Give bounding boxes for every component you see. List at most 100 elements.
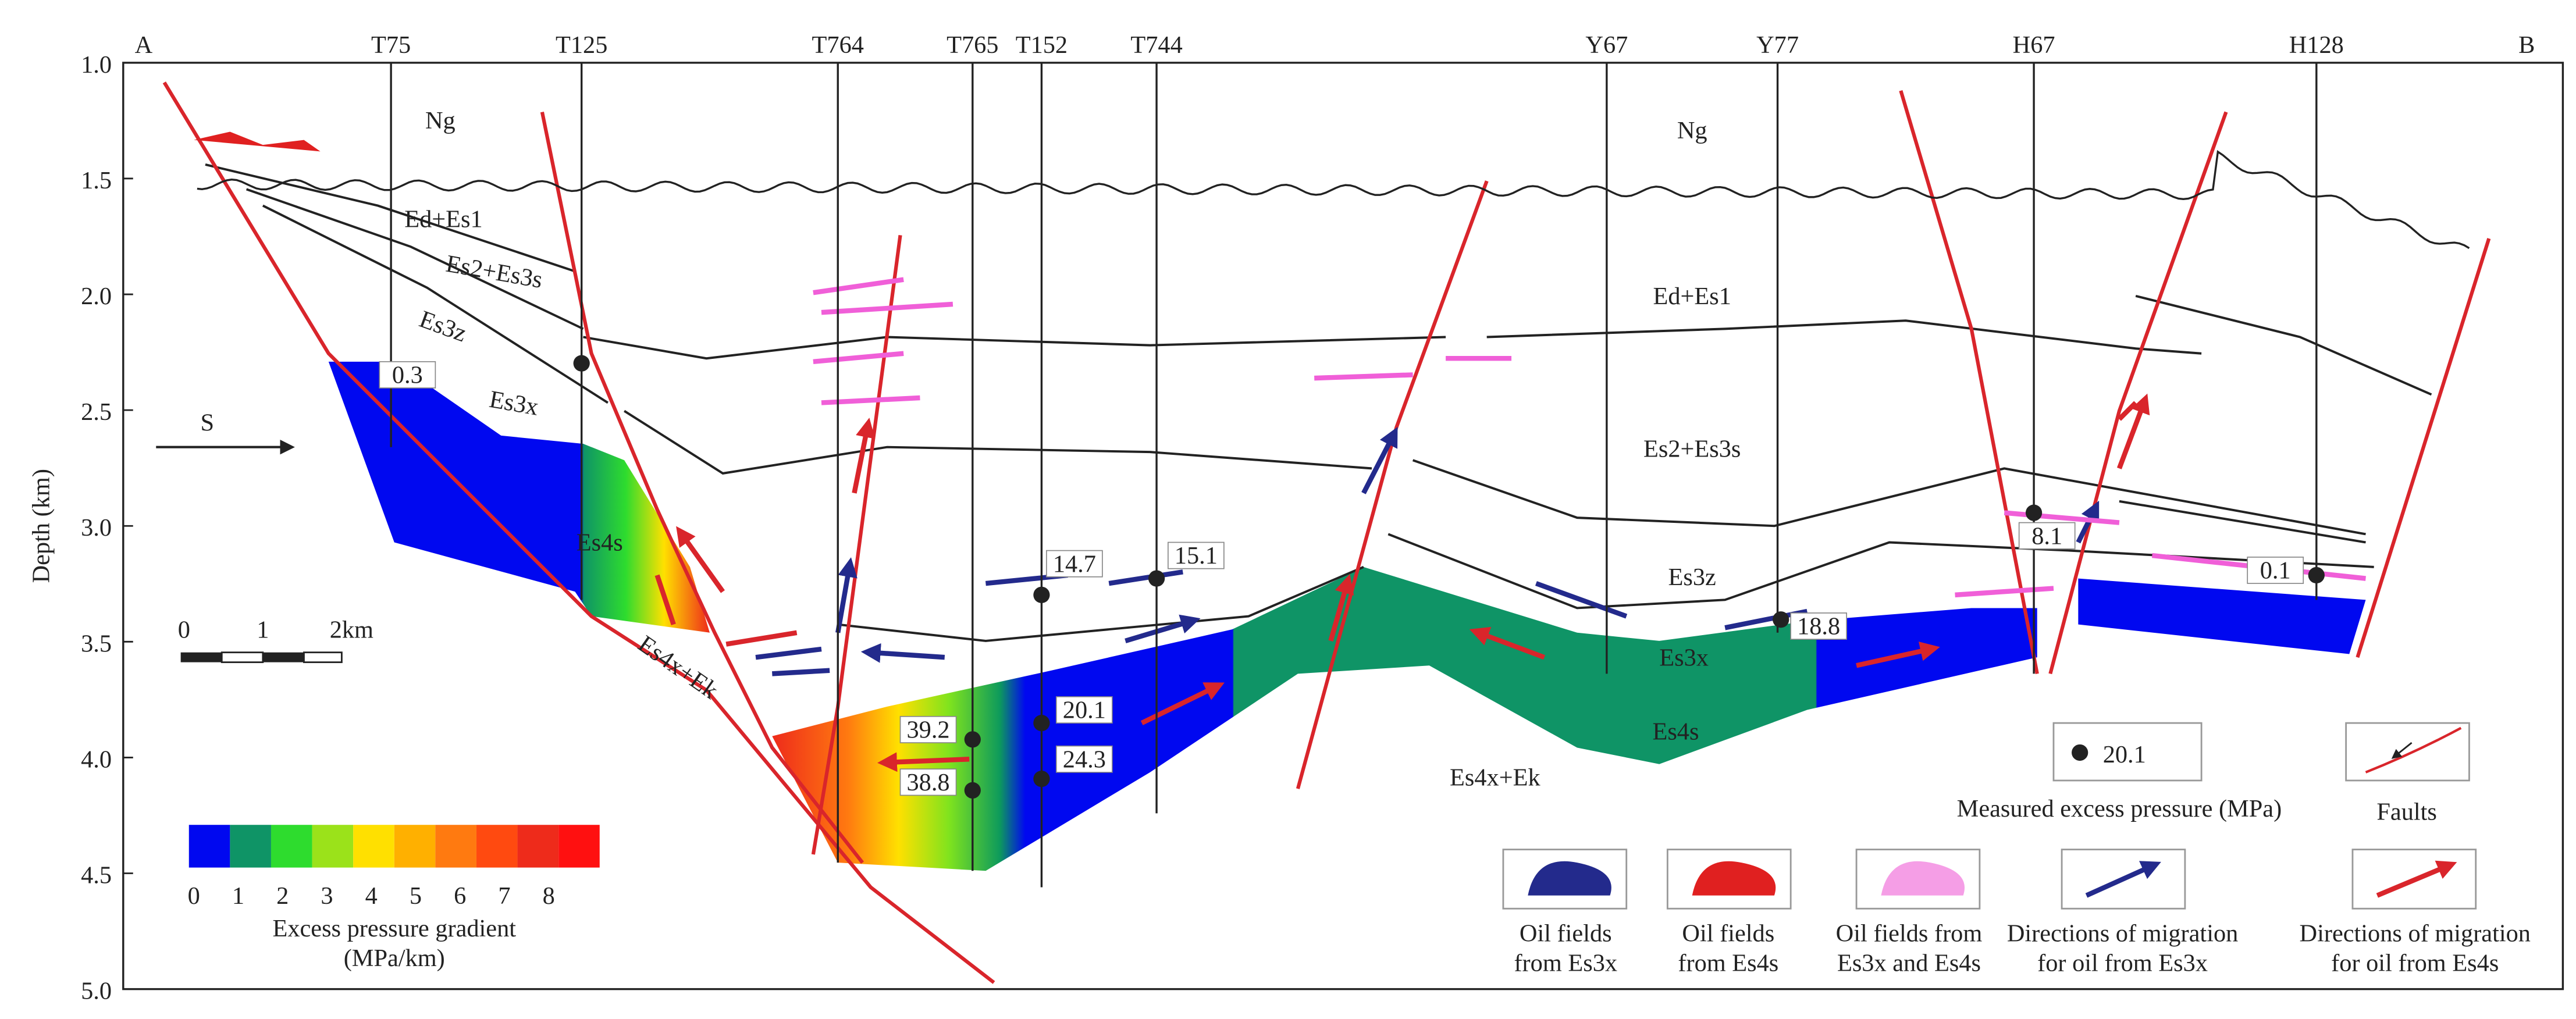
legend-sample: 20.1 <box>2103 741 2146 768</box>
pressure-point <box>1773 611 1789 628</box>
formation-label: Es3z <box>416 305 470 347</box>
legend-icons <box>1528 726 2462 898</box>
color-swatch <box>230 825 271 868</box>
oil-field <box>194 131 321 152</box>
pressure-box <box>899 715 957 743</box>
axis-title: Depth (km) <box>28 469 55 583</box>
y-tick-label: 3.5 <box>81 630 112 657</box>
formation-label: Es3x <box>1659 644 1709 671</box>
well-label: H67 <box>2013 31 2055 59</box>
pressure-box <box>1055 745 1113 773</box>
formation-label: Ed+Es1 <box>404 205 482 233</box>
legend-label: Es3x and Es4s <box>1837 950 1981 977</box>
y-tick-label: 3.0 <box>81 514 112 541</box>
well-label: Y67 <box>1585 31 1628 59</box>
formation-label: Es4s <box>577 529 623 557</box>
color-swatch <box>435 825 476 868</box>
formation-label: Es3x <box>488 386 541 421</box>
well-label: H128 <box>2289 31 2344 59</box>
formation-label: Ng <box>425 107 456 134</box>
horizons <box>205 163 2432 642</box>
well-label: T764 <box>812 31 864 59</box>
y-tick-label: 1.5 <box>81 167 112 194</box>
pressure-point <box>1148 570 1165 587</box>
pressure-point <box>573 355 590 372</box>
pressure-label: 18.8 <box>1797 613 1840 640</box>
well-label: T765 <box>947 31 998 59</box>
color-tick-label: 3 <box>321 882 333 910</box>
es4s-body <box>772 566 2037 871</box>
legend-label: for oil from Es4s <box>2331 950 2499 977</box>
pressure-box <box>2247 557 2304 584</box>
color-tick-label: 6 <box>454 882 466 910</box>
pressure-box <box>1046 550 1103 578</box>
pressure-box <box>1055 696 1113 724</box>
well-label: Y77 <box>1756 31 1799 59</box>
color-tick-label: 1 <box>232 882 244 910</box>
pressure-point <box>1033 771 1050 788</box>
pressure-point <box>964 731 981 748</box>
pressure-label: 0.1 <box>2260 557 2291 585</box>
color-swatch <box>353 825 394 868</box>
pressure-box <box>1790 612 1848 640</box>
formation-label: Ed+Es1 <box>1653 283 1731 310</box>
color-tick-label: 0 <box>188 882 200 910</box>
y-tick-label: 4.5 <box>81 861 112 889</box>
y-tick-label: 5.0 <box>81 978 112 1005</box>
well-label: T125 <box>556 31 607 59</box>
color-swatch <box>312 825 354 868</box>
formation-label: Es4s <box>1652 718 1699 745</box>
pressure-box <box>2018 522 2076 550</box>
pressure-point <box>2308 566 2325 584</box>
legend-label: Directions of migration <box>2300 920 2531 947</box>
color-tick-label: 4 <box>365 882 378 910</box>
pressure-label: 15.1 <box>1175 542 1218 569</box>
pressure-label: 14.7 <box>1053 550 1096 578</box>
pressure-label: 24.3 <box>1063 746 1106 773</box>
scale-bar <box>180 651 343 664</box>
faults <box>162 81 2491 984</box>
color-tick-label: 5 <box>410 882 422 910</box>
color-swatch <box>476 825 518 868</box>
direction-label: S <box>201 409 215 436</box>
y-tick-label: 2.5 <box>81 398 112 426</box>
es4s-body-right <box>2078 578 2366 654</box>
y-tick-label: 1.0 <box>81 51 112 79</box>
pressure-box <box>899 768 957 796</box>
legend-label: Measured excess pressure (MPa) <box>1957 795 2282 822</box>
well-label: T152 <box>1016 31 1068 59</box>
scale-label: 1 <box>257 616 269 643</box>
pressure-label: 39.2 <box>906 717 949 744</box>
pressure-label: 20.1 <box>1063 697 1106 724</box>
color-tick-label: 2 <box>276 882 289 910</box>
scale-label: 0 <box>178 616 190 643</box>
oil-lenses <box>654 277 2366 676</box>
section-end: B <box>2518 31 2535 59</box>
well-label: T744 <box>1130 31 1182 59</box>
color-scale-title: Excess pressure gradient <box>272 915 516 942</box>
color-swatch <box>271 825 312 868</box>
pressure-label: 8.1 <box>2031 522 2062 550</box>
color-tick-label: 8 <box>543 882 555 910</box>
legend-label: Faults <box>2376 799 2437 826</box>
es4s-body-left <box>328 361 710 633</box>
well-label: T75 <box>371 31 411 59</box>
y-tick-label: 2.0 <box>81 283 112 310</box>
color-swatch <box>394 825 436 868</box>
pressure-point <box>964 782 981 799</box>
pressure-box <box>1168 541 1225 569</box>
legend-label: Oil fields from <box>1836 920 1983 947</box>
legend-label: Oil fields <box>1520 920 1612 947</box>
legend-boxes <box>1502 722 2477 910</box>
pressure-label: 0.3 <box>392 362 423 389</box>
pressure-point <box>2025 504 2043 521</box>
color-tick-label: 7 <box>498 882 510 910</box>
legend-label: Directions of migration <box>2007 920 2238 947</box>
color-swatch <box>188 825 230 868</box>
legend-label: for oil from Es3x <box>2037 950 2208 977</box>
migration-arrows <box>676 393 2150 772</box>
color-swatch <box>517 825 559 868</box>
y-tick-label: 4.0 <box>81 746 112 773</box>
color-scale-unit: (MPa/km) <box>344 945 445 972</box>
